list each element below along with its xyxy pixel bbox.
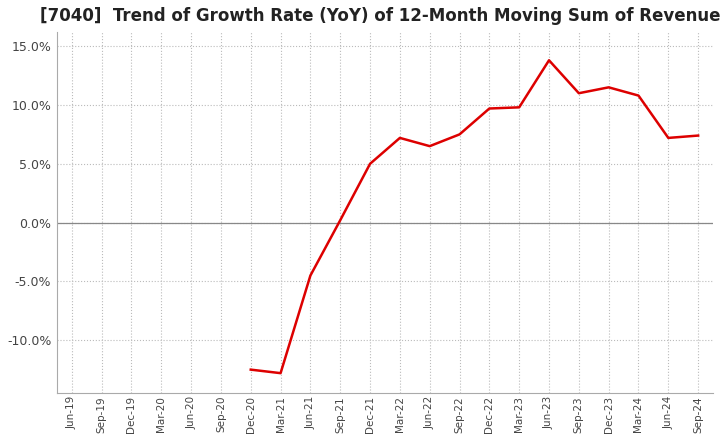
Title: [7040]  Trend of Growth Rate (YoY) of 12-Month Moving Sum of Revenues: [7040] Trend of Growth Rate (YoY) of 12-… [40, 7, 720, 25]
